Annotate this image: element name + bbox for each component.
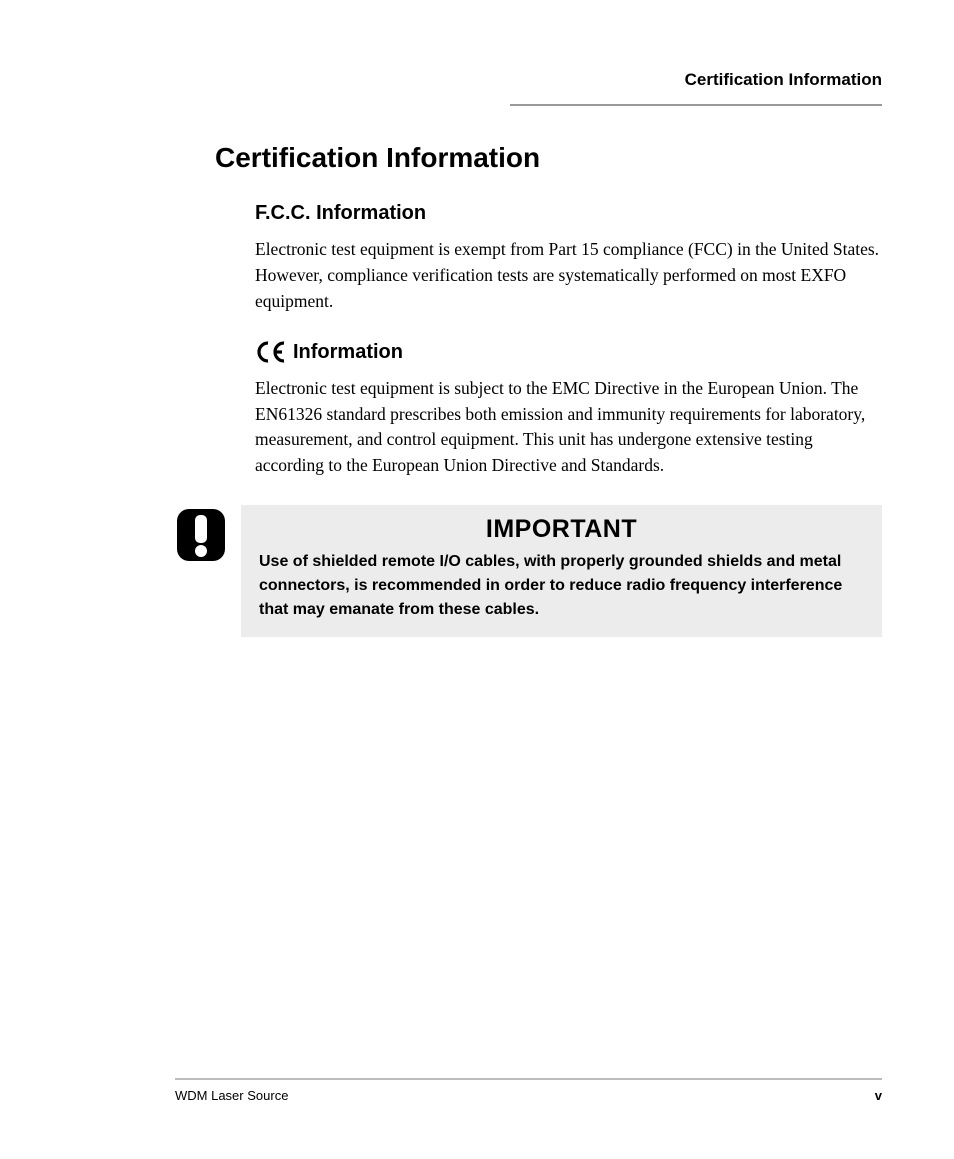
- important-icon: [175, 507, 227, 568]
- important-body: Use of shielded remote I/O cables, with …: [259, 550, 864, 621]
- footer-page-number: v: [875, 1088, 882, 1103]
- section-heading-ce: Information: [255, 341, 882, 364]
- footer-rule: [175, 1078, 882, 1080]
- section-body-fcc: Electronic test equipment is exempt from…: [255, 237, 882, 315]
- section-heading-fcc: F.C.C. Information: [255, 202, 882, 225]
- important-box: IMPORTANT Use of shielded remote I/O cab…: [241, 505, 882, 637]
- page-title: Certification Information: [215, 142, 882, 174]
- page-footer: WDM Laser Source v: [175, 1078, 882, 1103]
- section-heading-ce-text: Information: [293, 341, 403, 364]
- header-rule: [510, 104, 882, 106]
- section-heading-fcc-text: F.C.C. Information: [255, 202, 426, 225]
- important-title: IMPORTANT: [259, 515, 864, 544]
- important-callout: IMPORTANT Use of shielded remote I/O cab…: [175, 505, 882, 637]
- running-header: Certification Information: [175, 70, 882, 90]
- ce-mark-icon: [255, 341, 287, 363]
- footer-product: WDM Laser Source: [175, 1088, 288, 1103]
- section-body-ce: Electronic test equipment is subject to …: [255, 376, 882, 480]
